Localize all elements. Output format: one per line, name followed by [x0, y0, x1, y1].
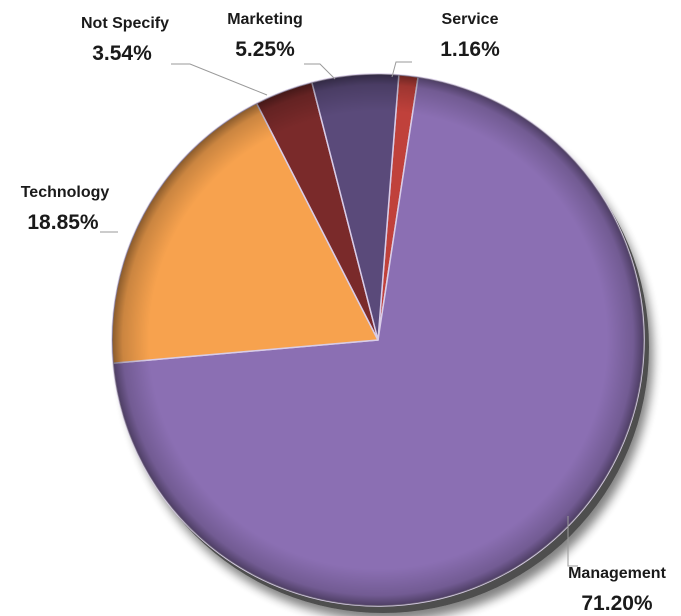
- leader-line-not-specify: [171, 63, 268, 96]
- label-technology-category: Technology: [21, 184, 110, 201]
- leader-line-marketing: [304, 63, 336, 80]
- label-not-specify-category: Not Specify: [81, 15, 169, 32]
- pie-slices: [111, 73, 645, 607]
- label-management-category: Management: [568, 565, 666, 582]
- label-marketing-category: Marketing: [227, 11, 303, 28]
- label-service-percent: 1.16%: [440, 38, 500, 61]
- leader-line-service: [391, 61, 412, 78]
- label-not-specify-percent: 3.54%: [92, 42, 152, 65]
- label-management-percent: 71.20%: [581, 592, 653, 615]
- label-marketing-percent: 5.25%: [235, 38, 295, 61]
- label-technology-percent: 18.85%: [27, 211, 99, 234]
- leader-line-management: [567, 516, 578, 567]
- label-service-category: Service: [442, 11, 499, 28]
